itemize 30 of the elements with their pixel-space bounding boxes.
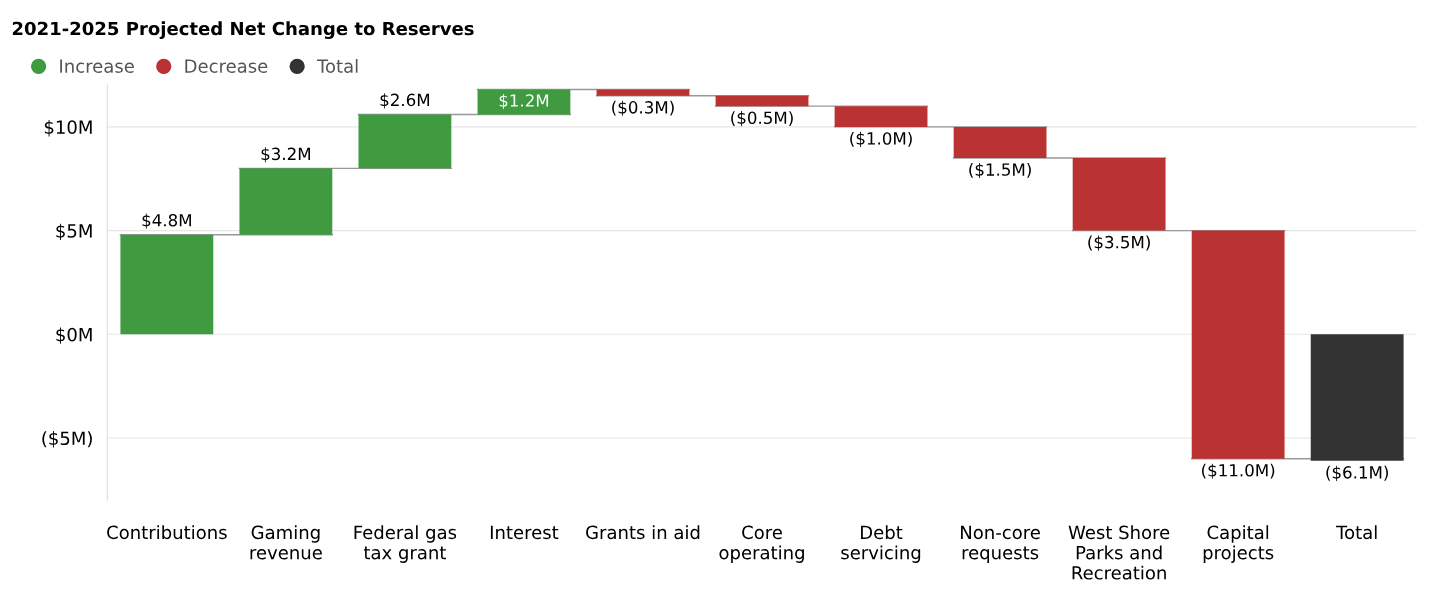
x-tick-label: Debt servicing xyxy=(841,525,921,563)
x-tick-label: Capital projects xyxy=(1203,525,1274,563)
text: ($1.5M) xyxy=(969,162,1031,179)
text: $2.6M xyxy=(380,93,430,109)
y-tick-label: ($5M) xyxy=(42,431,92,448)
x-tick-label: Federal gas tax grant xyxy=(354,525,457,563)
text: ($6.1M) xyxy=(1326,465,1388,481)
y-tick-label: $5M xyxy=(56,223,92,241)
y-tick-label: $0M xyxy=(56,327,92,344)
y-tick-label: $10M xyxy=(44,120,92,137)
x-tick-label: Interest xyxy=(490,525,559,540)
x-tick-label: Gaming revenue xyxy=(250,525,322,560)
x-tick-label: Grants in aid xyxy=(586,525,700,540)
text: $3.2M xyxy=(261,147,310,163)
legend-label: Total xyxy=(316,58,358,73)
text: ($11.0M) xyxy=(1202,463,1275,479)
chart-title: 2021-2025 Projected Net Change to Reserves xyxy=(12,21,474,39)
text: ($3.5M) xyxy=(1088,235,1150,251)
x-tick-label: Core operating xyxy=(719,525,804,563)
x-tick-label: Total xyxy=(1336,525,1377,540)
x-tick-label: Contributions xyxy=(107,525,227,540)
x-tick-label: West Shore Parks and Recreation xyxy=(1068,525,1170,580)
text: ($0.5M) xyxy=(731,111,793,127)
text: ($0.3M) xyxy=(612,100,674,116)
text: ($1.0M) xyxy=(850,131,912,147)
legend-label: Increase xyxy=(60,59,134,73)
text: $4.8M xyxy=(142,213,191,229)
x-tick-label: Non-core requests xyxy=(961,525,1040,563)
legend-label: Decrease xyxy=(185,59,268,73)
text: $1.2M xyxy=(499,93,549,110)
